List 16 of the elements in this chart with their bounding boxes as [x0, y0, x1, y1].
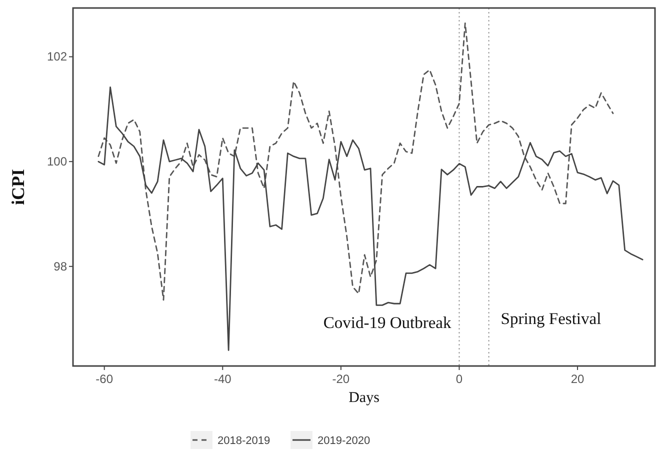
- x-tick-label: -40: [214, 372, 232, 386]
- y-tick-label: 100: [46, 154, 68, 169]
- line-series: [98, 86, 644, 351]
- ref-line-label: Covid-19 Outbreak: [323, 313, 452, 332]
- x-tick-label: -60: [96, 372, 114, 386]
- x-tick-label: -20: [332, 372, 350, 386]
- legend-label: 2019-2020: [318, 435, 370, 447]
- x-tick-label: 20: [570, 372, 585, 386]
- y-axis-title: iCPI: [8, 169, 28, 205]
- ref-line-label: Spring Festival: [500, 309, 602, 328]
- line-series: [98, 22, 614, 301]
- y-tick-label: 98: [54, 259, 68, 274]
- x-tick-label: 0: [456, 372, 463, 386]
- legend-label: 2018-2019: [218, 435, 270, 447]
- y-tick-label: 102: [46, 50, 68, 64]
- x-axis-title: Days: [348, 390, 380, 406]
